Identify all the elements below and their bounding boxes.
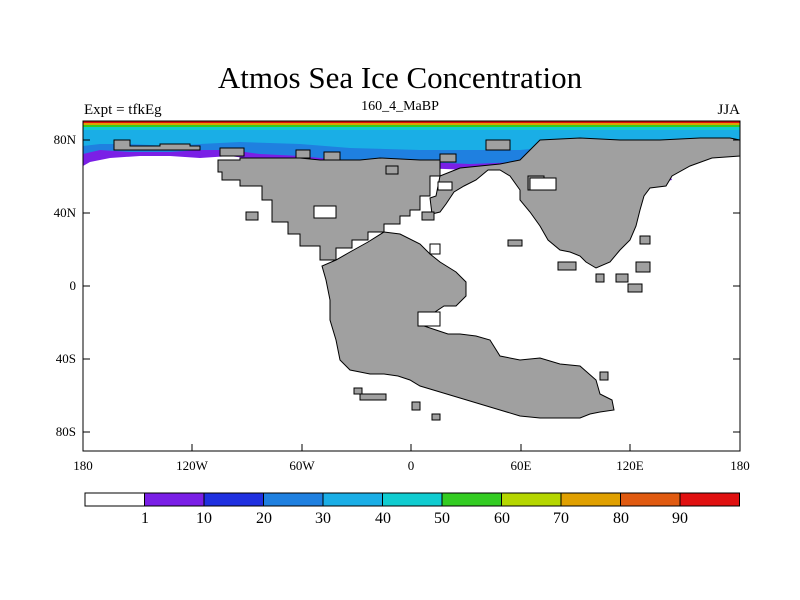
lat-label: 40S	[56, 351, 76, 366]
lon-label: 0	[408, 458, 415, 473]
lon-label: 180	[730, 458, 750, 473]
colorbar-labels: 1 10 20 30 40 50 60 70 80 90	[141, 510, 688, 527]
colorbar-box	[144, 492, 205, 507]
lat-label: 80S	[56, 424, 76, 439]
experiment-label: Expt = tfkEg	[84, 102, 162, 118]
colorbar-box	[501, 492, 562, 507]
lat-label: 80N	[54, 132, 77, 147]
colorbar-label: 1	[141, 510, 149, 527]
lat-label: 40N	[54, 205, 77, 220]
colorbar-box	[441, 492, 502, 507]
lon-label: 180	[73, 458, 93, 473]
colorbar-label: 20	[256, 510, 272, 527]
inland-water	[313, 177, 557, 327]
lat-label: 0	[70, 278, 77, 293]
lat-axis	[83, 139, 740, 433]
land-masses	[113, 137, 741, 421]
lon-label: 120E	[616, 458, 644, 473]
colorbar	[84, 492, 740, 507]
colorbar-box	[560, 492, 621, 507]
colorbar-box	[84, 492, 145, 507]
lon-axis	[82, 444, 741, 451]
colorbar-box	[203, 492, 264, 507]
colorbar-label: 50	[434, 510, 450, 527]
colorbar-label: 80	[613, 510, 629, 527]
lon-tick-labels: 180 120W 60W 0 60E 120E 180	[73, 458, 750, 473]
lat-tick-labels: 80N 40N 0 40S 80S	[54, 132, 77, 439]
time-label: 160_4_MaBP	[361, 99, 439, 114]
colorbar-label: 60	[494, 510, 510, 527]
colorbar-box	[322, 492, 383, 507]
colorbar-label: 70	[553, 510, 569, 527]
colorbar-box	[263, 492, 324, 507]
lon-label: 60W	[289, 458, 315, 473]
map-panel	[82, 120, 741, 452]
colorbar-label: 30	[315, 510, 331, 527]
colorbar-box	[620, 492, 681, 507]
colorbar-label: 90	[672, 510, 688, 527]
colorbar-label: 10	[196, 510, 212, 527]
colorbar-label: 40	[375, 510, 391, 527]
colorbar-box	[679, 492, 740, 507]
map-title: Atmos Sea Ice Concentration	[217, 60, 583, 95]
lon-label: 60E	[511, 458, 532, 473]
lon-label: 120W	[176, 458, 209, 473]
colorbar-box	[382, 492, 443, 507]
season-label: JJA	[717, 102, 740, 118]
